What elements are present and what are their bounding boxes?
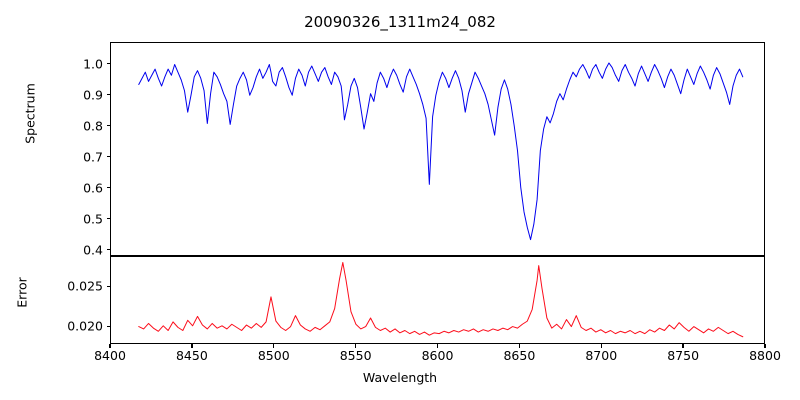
y-axis-error-tick-mark — [107, 326, 111, 327]
error-line-series — [111, 257, 764, 343]
y-axis-spectrum-tick-label: 0.4 — [83, 242, 103, 257]
y-axis-spectrum-tick-label: 0.6 — [83, 180, 103, 195]
y-axis-error-tick-mark — [107, 286, 111, 287]
x-axis-tick-mark — [601, 344, 602, 348]
x-axis-tick-label: 8450 — [176, 348, 208, 363]
x-axis-tick-mark — [682, 344, 683, 348]
x-axis-tick-mark — [273, 344, 274, 348]
x-axis-tick-mark — [355, 344, 356, 348]
x-axis-tick-label: 8700 — [585, 348, 617, 363]
chart-title: 20090326_1311m24_082 — [0, 13, 800, 31]
x-axis-tick-label: 8600 — [422, 348, 454, 363]
y-axis-spectrum-tick-label: 0.9 — [83, 87, 103, 102]
x-axis-tick-mark — [519, 344, 520, 348]
x-axis-tick-label: 8500 — [258, 348, 290, 363]
y-axis-error-tick-label: 0.025 — [67, 279, 103, 294]
x-axis-tick-label: 8750 — [667, 348, 699, 363]
x-axis-tick-mark — [764, 344, 765, 348]
x-axis-tick-mark — [109, 344, 110, 348]
y-axis-spectrum-tick-label: 1.0 — [83, 56, 103, 71]
spectrum-line-series — [111, 43, 764, 255]
error-plot-area — [110, 256, 765, 344]
x-axis-tick-mark — [437, 344, 438, 348]
x-axis-tick-label: 8650 — [503, 348, 535, 363]
x-axis-tick-label: 8400 — [94, 348, 126, 363]
y-axis-spectrum-tick-label: 0.5 — [83, 211, 103, 226]
x-axis-tick-label: 8800 — [749, 348, 781, 363]
y-axis-error-tick-label: 0.020 — [67, 319, 103, 334]
x-axis-label: Wavelength — [0, 370, 800, 385]
y-axis-spectrum-tick-mark — [107, 187, 111, 188]
y-axis-spectrum-tick-mark — [107, 218, 111, 219]
y-axis-spectrum-tick-label: 0.7 — [83, 149, 103, 164]
y-axis-spectrum-tick-mark — [107, 125, 111, 126]
y-axis-spectrum-tick-mark — [107, 249, 111, 250]
x-axis-tick-label: 8550 — [340, 348, 372, 363]
matplotlib-figure: 20090326_1311m24_082 1.0 0.9 0.8 0.7 0.6 0.5 0… — [0, 0, 800, 400]
y-axis-spectrum-tick-mark — [107, 94, 111, 95]
spectrum-plot-area — [110, 42, 765, 256]
y-axis-spectrum-tick-mark — [107, 63, 111, 64]
y-axis-spectrum-tick-label: 0.8 — [83, 118, 103, 133]
x-axis-tick-mark — [191, 344, 192, 348]
y-axis-spectrum-tick-mark — [107, 156, 111, 157]
y-axis-label-spectrum: Spectrum — [23, 54, 38, 174]
y-axis-label-error: Error — [15, 233, 30, 353]
